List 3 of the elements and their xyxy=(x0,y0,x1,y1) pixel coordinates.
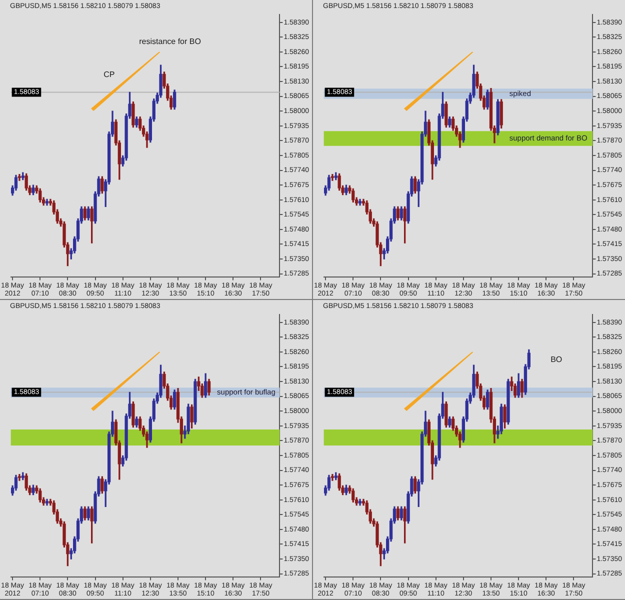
annotation: resistance for BO xyxy=(139,37,201,46)
annotation: CP xyxy=(104,70,115,79)
annotation: BO xyxy=(550,355,562,364)
